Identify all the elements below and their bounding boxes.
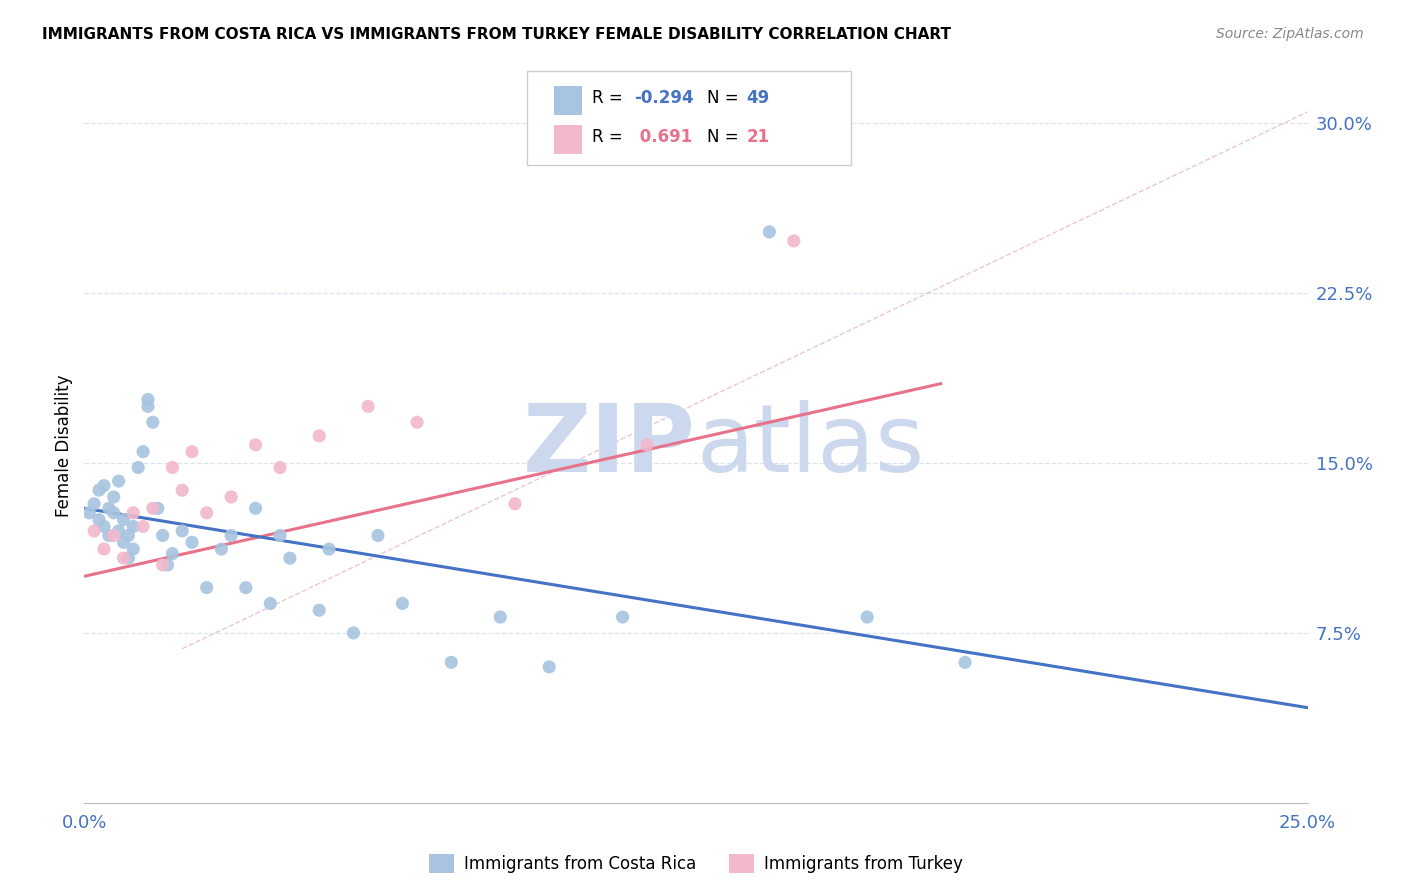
Point [112, 513, 135, 527]
Point [87, 483, 110, 498]
Point [152, 528, 174, 542]
Point [162, 547, 184, 561]
Point [342, 626, 364, 640]
Point [269, 528, 291, 542]
Point [235, 581, 257, 595]
Point [172, 524, 194, 538]
Point [117, 528, 139, 542]
Point [103, 490, 125, 504]
Point [219, 528, 242, 542]
Point [209, 542, 232, 557]
Point [172, 483, 194, 498]
Point [136, 400, 159, 414]
Y-axis label: Female Disability: Female Disability [55, 375, 73, 517]
Point [122, 519, 145, 533]
Point [122, 506, 145, 520]
Point [97, 501, 120, 516]
Point [489, 610, 512, 624]
Point [259, 597, 281, 611]
Point [758, 225, 780, 239]
Point [245, 438, 267, 452]
Point [142, 501, 165, 516]
Point [107, 474, 129, 488]
Point [93, 478, 115, 492]
Text: Source: ZipAtlas.com: Source: ZipAtlas.com [1216, 27, 1364, 41]
Point [219, 490, 242, 504]
Point [953, 656, 976, 670]
Point [142, 415, 165, 429]
Point [93, 542, 115, 557]
Point [308, 603, 330, 617]
Point [783, 234, 806, 248]
Point [83, 524, 105, 538]
Point [195, 581, 218, 595]
Point [152, 558, 174, 572]
Point [278, 551, 301, 566]
Point [107, 524, 129, 538]
Text: 21: 21 [747, 128, 769, 146]
Point [93, 519, 115, 533]
Text: R =: R = [592, 128, 628, 146]
Point [77, 506, 100, 520]
Point [636, 438, 658, 452]
Point [245, 501, 267, 516]
Point [367, 528, 389, 542]
Point [103, 506, 125, 520]
Point [112, 551, 135, 566]
Point [195, 506, 218, 520]
Text: IMMIGRANTS FROM COSTA RICA VS IMMIGRANTS FROM TURKEY FEMALE DISABILITY CORRELATI: IMMIGRANTS FROM COSTA RICA VS IMMIGRANTS… [42, 27, 952, 42]
Legend: Immigrants from Costa Rica, Immigrants from Turkey: Immigrants from Costa Rica, Immigrants f… [422, 847, 970, 880]
Point [132, 444, 155, 458]
Text: R =: R = [592, 89, 628, 107]
Point [391, 597, 413, 611]
Point [127, 460, 149, 475]
Point [181, 535, 204, 549]
Point [269, 460, 291, 475]
Text: N =: N = [707, 128, 744, 146]
Point [136, 392, 159, 407]
Point [440, 656, 463, 670]
Point [406, 415, 429, 429]
Point [97, 528, 120, 542]
Point [357, 400, 380, 414]
Point [156, 558, 179, 572]
Text: -0.294: -0.294 [634, 89, 693, 107]
Text: atlas: atlas [696, 400, 924, 492]
Text: ZIP: ZIP [523, 400, 696, 492]
Point [308, 429, 330, 443]
Text: 49: 49 [747, 89, 770, 107]
Point [538, 660, 561, 674]
Point [146, 501, 169, 516]
Text: 0.691: 0.691 [634, 128, 692, 146]
Point [181, 444, 204, 458]
Point [83, 497, 105, 511]
Point [132, 519, 155, 533]
Point [117, 551, 139, 566]
Point [87, 513, 110, 527]
Point [103, 528, 125, 542]
Point [612, 610, 634, 624]
Point [318, 542, 340, 557]
Point [112, 535, 135, 549]
Text: N =: N = [707, 89, 744, 107]
Point [503, 497, 526, 511]
Point [122, 542, 145, 557]
Point [856, 610, 879, 624]
Point [162, 460, 184, 475]
